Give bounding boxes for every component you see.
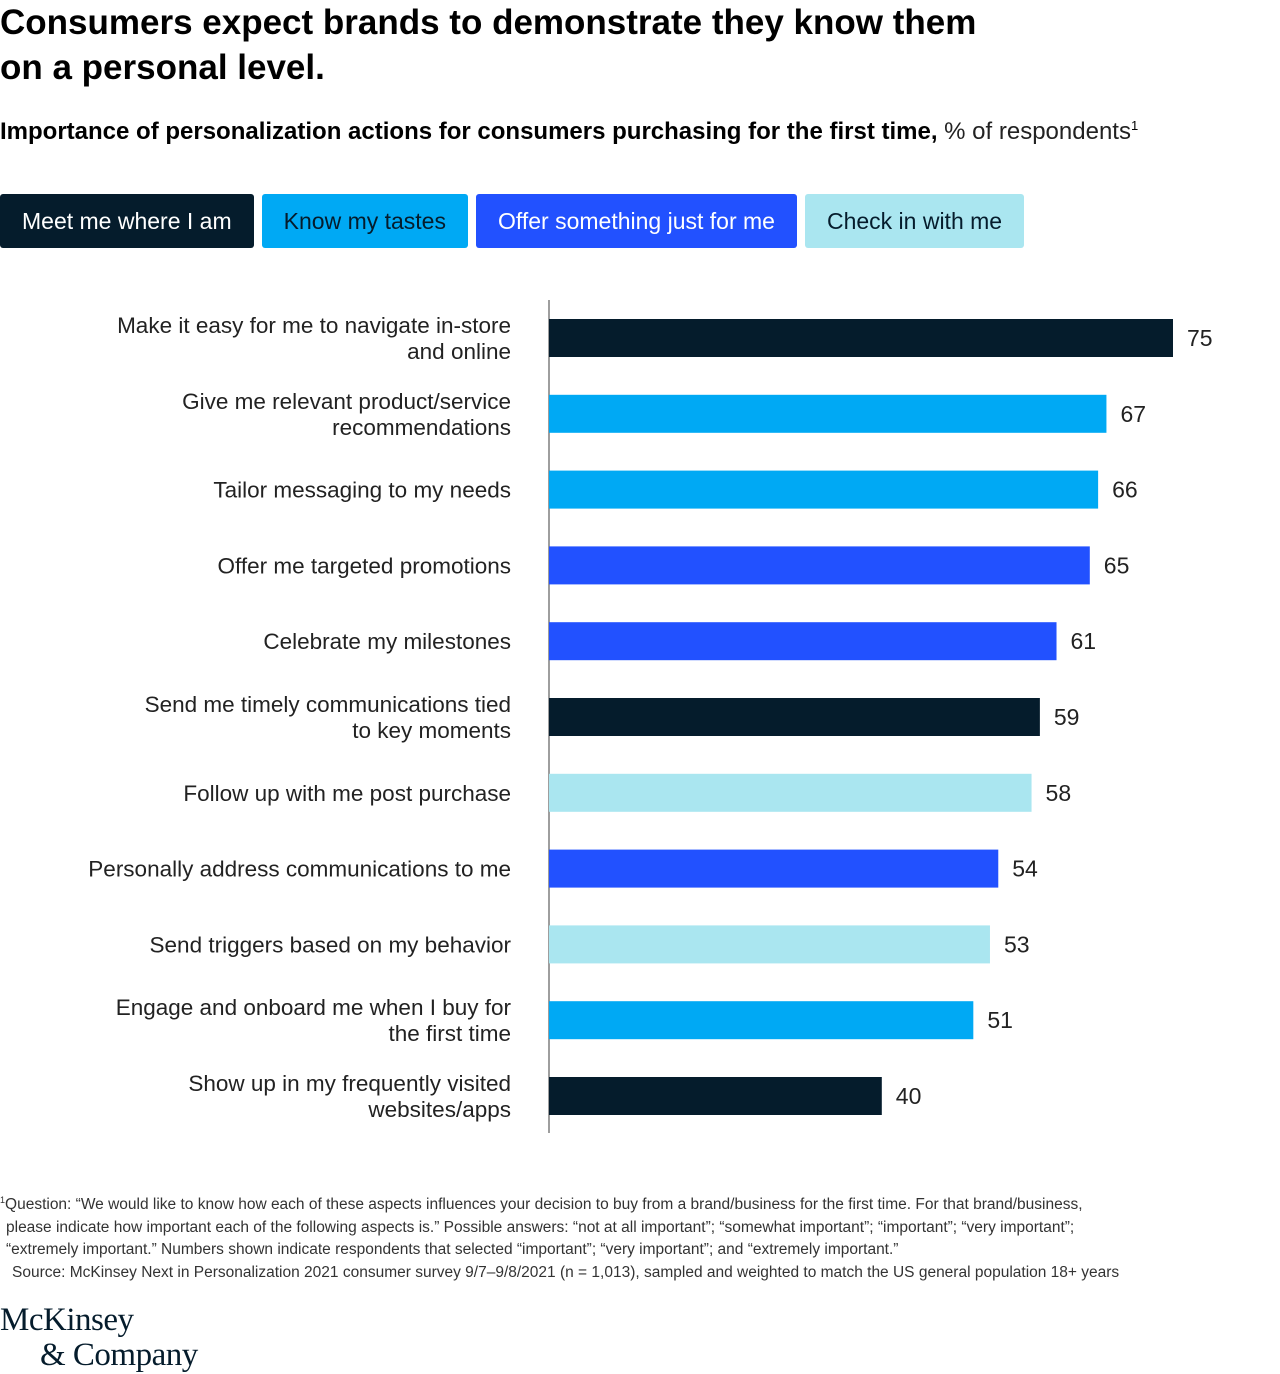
bar-chart: 75 Make it easy for me to navigate in-sto… bbox=[88, 300, 1213, 1133]
bar-value-label: 58 bbox=[1046, 780, 1072, 806]
category-label: Send me timely communications tied to key… bbox=[145, 692, 511, 743]
bar bbox=[549, 622, 1057, 661]
category-label: Show up in my frequently visited websites… bbox=[188, 1071, 511, 1122]
bar-value-label: 59 bbox=[1054, 704, 1080, 730]
category-label: Give me relevant product/service recommen… bbox=[182, 389, 511, 440]
bar-value-label: 61 bbox=[1071, 628, 1097, 654]
bar bbox=[549, 470, 1099, 509]
bar bbox=[549, 546, 1090, 585]
source-note: Source: McKinsey Next in Personalization… bbox=[12, 1263, 1120, 1281]
bar-value-label: 66 bbox=[1112, 477, 1138, 503]
category-label: Engage and onboard me when I buy for the … bbox=[116, 995, 512, 1046]
bar bbox=[549, 1077, 882, 1115]
footnote: 1Question: “We would like to know how ea… bbox=[0, 1194, 1280, 1284]
legend-item-know-my-tastes[interactable]: Know my tastes bbox=[261, 194, 468, 248]
bar bbox=[549, 319, 1173, 357]
subtitle-footnote-marker: 1 bbox=[1130, 118, 1139, 133]
mckinsey-logo: McKinsey & Company bbox=[0, 1303, 198, 1373]
bar bbox=[549, 1001, 974, 1040]
subtitle-main: Importance of personalization actions fo… bbox=[0, 118, 938, 145]
bar-value-label: 67 bbox=[1120, 401, 1146, 427]
category-label: Celebrate my milestones bbox=[263, 629, 511, 654]
legend: Meet me where I am Know my tastes Offer … bbox=[0, 194, 1025, 248]
bar bbox=[549, 394, 1107, 433]
legend-item-check-in-with-me[interactable]: Check in with me bbox=[804, 194, 1025, 248]
bar bbox=[549, 925, 990, 964]
logo-line-2: & Company bbox=[40, 1337, 198, 1373]
bar-value-label: 53 bbox=[1004, 931, 1030, 957]
category-label: Follow up with me post purchase bbox=[183, 781, 511, 806]
category-label: Make it easy for me to navigate in-store… bbox=[117, 313, 511, 364]
bar-value-label: 54 bbox=[1012, 856, 1038, 882]
footnote-line-3: “extremely important.” Numbers shown ind… bbox=[6, 1241, 899, 1258]
category-label: Tailor messaging to my needs bbox=[213, 478, 511, 503]
category-label: Personally address communications to me bbox=[88, 857, 511, 882]
chart-subtitle: Importance of personalization actions fo… bbox=[0, 117, 1138, 147]
bar bbox=[549, 698, 1040, 736]
logo-line-1: McKinsey bbox=[0, 1302, 134, 1338]
legend-item-offer-something-just-for-me[interactable]: Offer something just for me bbox=[475, 194, 797, 248]
bar bbox=[549, 773, 1032, 812]
bar-value-label: 51 bbox=[987, 1007, 1013, 1033]
bar-value-label: 75 bbox=[1187, 325, 1213, 351]
legend-item-meet-me-where-i-am[interactable]: Meet me where I am bbox=[0, 194, 254, 248]
bar bbox=[549, 849, 999, 888]
category-label: Send triggers based on my behavior bbox=[150, 932, 512, 957]
bar-value-label: 65 bbox=[1104, 552, 1130, 578]
bar-value-label: 40 bbox=[896, 1083, 922, 1109]
footnote-line-2: please indicate how important each of th… bbox=[6, 1218, 1075, 1236]
footnote-marker: 1 bbox=[0, 1194, 6, 1205]
subtitle-unit: % of respondents bbox=[944, 118, 1131, 145]
footnote-line-1: Question: “We would like to know how eac… bbox=[5, 1196, 1083, 1213]
category-label: Offer me targeted promotions bbox=[218, 553, 511, 578]
chart-headline: Consumers expect brands to demonstrate t… bbox=[0, 3, 977, 87]
